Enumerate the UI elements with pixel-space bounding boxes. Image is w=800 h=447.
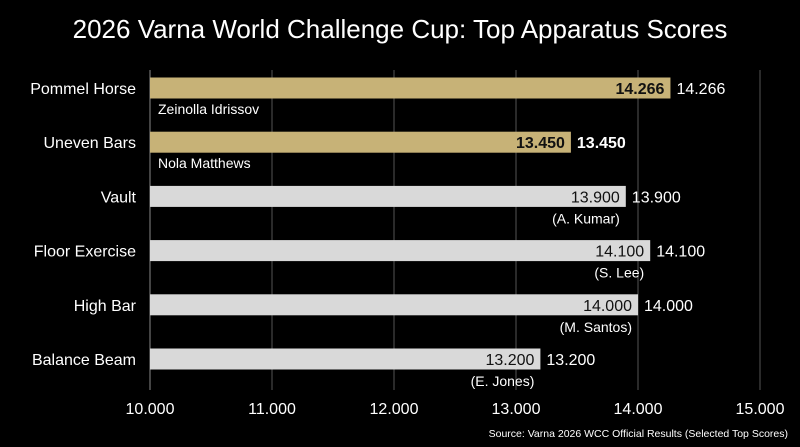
x-tick-label: 10.000: [126, 401, 175, 418]
bar-inner-value-label: 14.266: [616, 81, 665, 98]
x-tick-label: 11.000: [248, 401, 296, 418]
category-label: High Bar: [74, 298, 137, 315]
bar-value-label: 14.266: [676, 81, 725, 98]
bar-value-label: 14.100: [656, 244, 705, 261]
bar-value-label: 13.200: [546, 352, 595, 369]
x-tick-label: 12.000: [370, 401, 419, 418]
athlete-label: Zeinolla Idrissov: [158, 101, 259, 117]
bar-value-label: 13.450: [577, 135, 626, 152]
x-tick-label: 13.000: [492, 401, 541, 418]
category-label: Balance Beam: [32, 352, 136, 369]
athlete-label: (M. Santos): [560, 319, 632, 335]
athlete-label: (A. Kumar): [552, 210, 620, 226]
bar: [150, 185, 626, 207]
bar-value-label: 13.900: [632, 189, 681, 206]
chart-title: 2026 Varna World Challenge Cup: Top Appa…: [72, 14, 728, 44]
athlete-label: (E. Jones): [471, 373, 535, 389]
x-tick-label: 14.000: [614, 401, 663, 418]
category-label: Uneven Bars: [44, 135, 137, 152]
category-label: Floor Exercise: [34, 244, 136, 261]
bar-value-label: 14.000: [644, 298, 693, 315]
category-label: Pommel Horse: [30, 81, 136, 98]
bar-inner-value-label: 14.000: [583, 298, 632, 315]
source-note: Source: Varna 2026 WCC Official Results …: [488, 428, 788, 440]
bar-inner-value-label: 13.200: [485, 352, 534, 369]
category-label: Vault: [101, 189, 137, 206]
bar-inner-value-label: 14.100: [595, 244, 644, 261]
bar: [150, 348, 541, 370]
x-tick-label: 15.000: [736, 401, 785, 418]
bar-inner-value-label: 13.450: [516, 135, 565, 152]
athlete-label: (S. Lee): [594, 265, 644, 281]
bar-inner-value-label: 13.900: [571, 189, 620, 206]
bar: [150, 240, 651, 262]
athlete-label: Nola Matthews: [158, 155, 251, 171]
bar: [150, 294, 638, 316]
bar: [150, 77, 671, 99]
bar: [150, 131, 571, 153]
